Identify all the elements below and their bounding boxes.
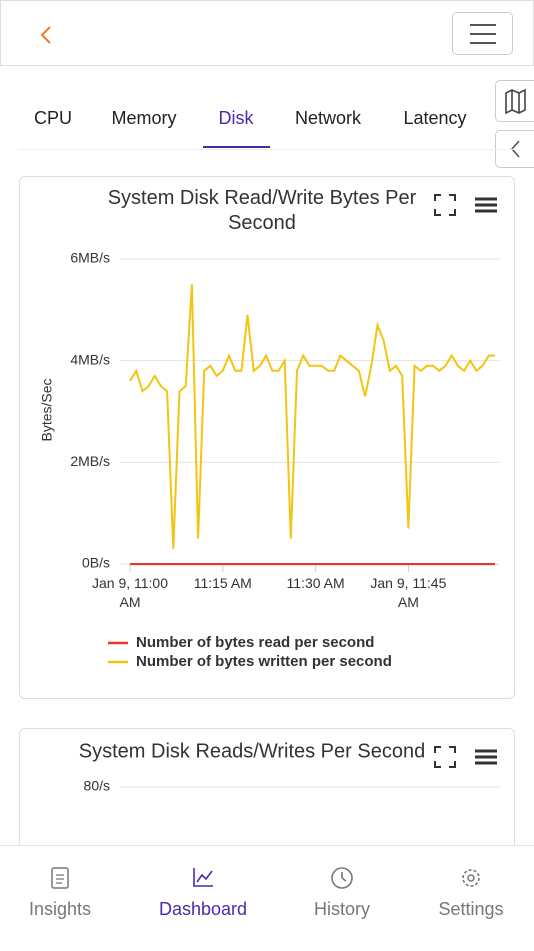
chart-title: System Disk Reads/Writes Per Second [79, 740, 425, 762]
tab[interactable]: Disk [218, 108, 254, 128]
tab[interactable]: Network [294, 108, 362, 128]
nav-item[interactable]: History [313, 899, 371, 919]
tab[interactable]: Memory [111, 108, 177, 128]
x-tick-label: Jan 9, 11:00 AM [91, 575, 169, 610]
menu-icon [470, 24, 496, 44]
y-tick-label: 80/s [84, 778, 110, 794]
nav-item[interactable]: Dashboard [158, 899, 248, 919]
history-icon [331, 867, 353, 889]
dashboard-icon [193, 868, 213, 887]
legend-label[interactable]: Number of bytes read per second [136, 634, 374, 651]
map-button[interactable] [495, 80, 534, 122]
legend-label[interactable]: Number of bytes written per second [136, 653, 392, 670]
tab-underline [203, 146, 270, 148]
nav-icons [51, 867, 480, 889]
y-tick-label: 6MB/s [70, 250, 110, 266]
nav-item[interactable]: Insights [28, 899, 92, 919]
x-tick-label: 11:30 AM [286, 575, 345, 591]
insights-icon [51, 867, 69, 889]
series-line [129, 284, 495, 549]
map-icon [505, 88, 526, 115]
chart-menu-button[interactable] [475, 749, 497, 765]
chart-title-line: Second [228, 212, 296, 234]
chart-card [19, 176, 515, 699]
x-tick-label: 11:15 AM [193, 575, 252, 591]
menu-button[interactable] [452, 12, 513, 55]
nav-item[interactable]: Settings [438, 899, 504, 919]
y-tick-label: 0B/s [82, 555, 110, 571]
tab-divider [18, 149, 515, 150]
y-tick-label: 2MB/s [70, 453, 110, 469]
bottom-nav [0, 845, 534, 951]
chart-menu-button[interactable] [475, 197, 497, 213]
y-axis-label: Bytes/Sec [39, 378, 55, 441]
back-button[interactable] [37, 23, 57, 47]
settings-icon [462, 869, 480, 887]
chart-title-line: System Disk Read/Write Bytes Per [108, 187, 417, 209]
tab[interactable]: Latency [403, 108, 467, 128]
y-tick-label: 4MB/s [70, 351, 110, 367]
header [0, 0, 534, 66]
tab[interactable]: CPU [33, 108, 73, 128]
fullscreen-button[interactable] [434, 746, 456, 768]
chart-title: System Disk Read/Write Bytes Per Second [108, 187, 417, 234]
fullscreen-button[interactable] [434, 194, 456, 216]
x-tick-label: Jan 9, 11:45 AM [370, 575, 447, 610]
